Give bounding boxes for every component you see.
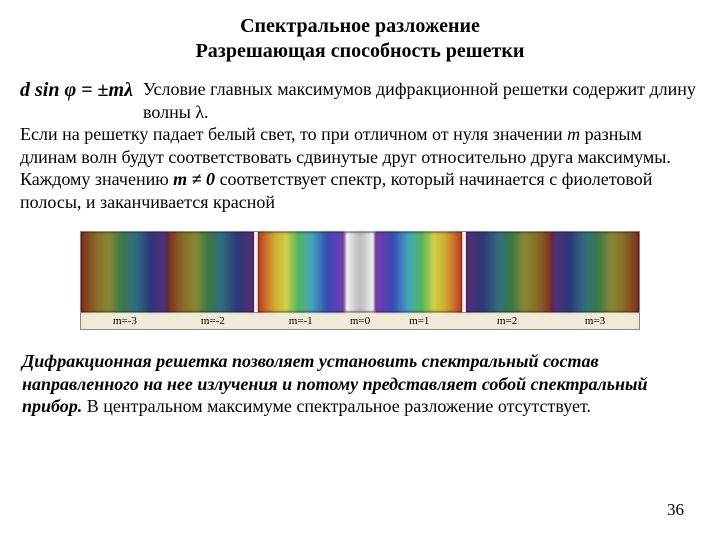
para1-b: Если на решетку падает белый свет, то пр… — [20, 124, 567, 144]
page-number: 36 — [667, 500, 684, 520]
label-m-pos1: m=1 — [375, 313, 463, 329]
spectrum-diagram: m=-3 m=-2 m=-1 m=0 m=1 m=2 m=3 — [80, 231, 640, 330]
m-neq-zero: m ≠ 0 — [173, 169, 215, 189]
label-m-neg1: m=-1 — [257, 313, 345, 329]
m-italic: m — [567, 124, 580, 144]
label-m-pos3: m=3 — [551, 313, 639, 329]
intro-paragraph: d sin φ = ±mλ Условие главных максимумов… — [0, 64, 720, 213]
order-zero — [345, 232, 375, 312]
label-m-neg2: m=-2 — [169, 313, 257, 329]
label-m-pos2: m=2 — [463, 313, 551, 329]
conclusion-paragraph: Дифракционная решетка позволяет установи… — [0, 330, 720, 418]
title-line-2: Разрешающая способность решетки — [196, 40, 525, 62]
order-pos3 — [552, 232, 639, 312]
order-neg3 — [81, 232, 168, 312]
title-line-1: Спектральное разложение — [240, 15, 480, 37]
spectrum-labels: m=-3 m=-2 m=-1 m=0 m=1 m=2 m=3 — [80, 313, 640, 330]
grating-formula: d sin φ = ±mλ — [20, 78, 143, 103]
para1-a: Условие главных максимумов дифракционной… — [143, 79, 696, 122]
conclusion-rest: В центральном максимуме спектральное раз… — [82, 396, 591, 416]
label-m-zero: m=0 — [345, 313, 376, 329]
order-pos2 — [466, 232, 553, 312]
order-neg2 — [168, 232, 255, 312]
label-m-neg3: m=-3 — [81, 313, 169, 329]
order-pos1 — [375, 232, 462, 312]
slide-title: Спектральное разложение Разрешающая спос… — [0, 0, 720, 64]
order-neg1 — [258, 232, 345, 312]
spectrum-bar — [80, 231, 640, 313]
